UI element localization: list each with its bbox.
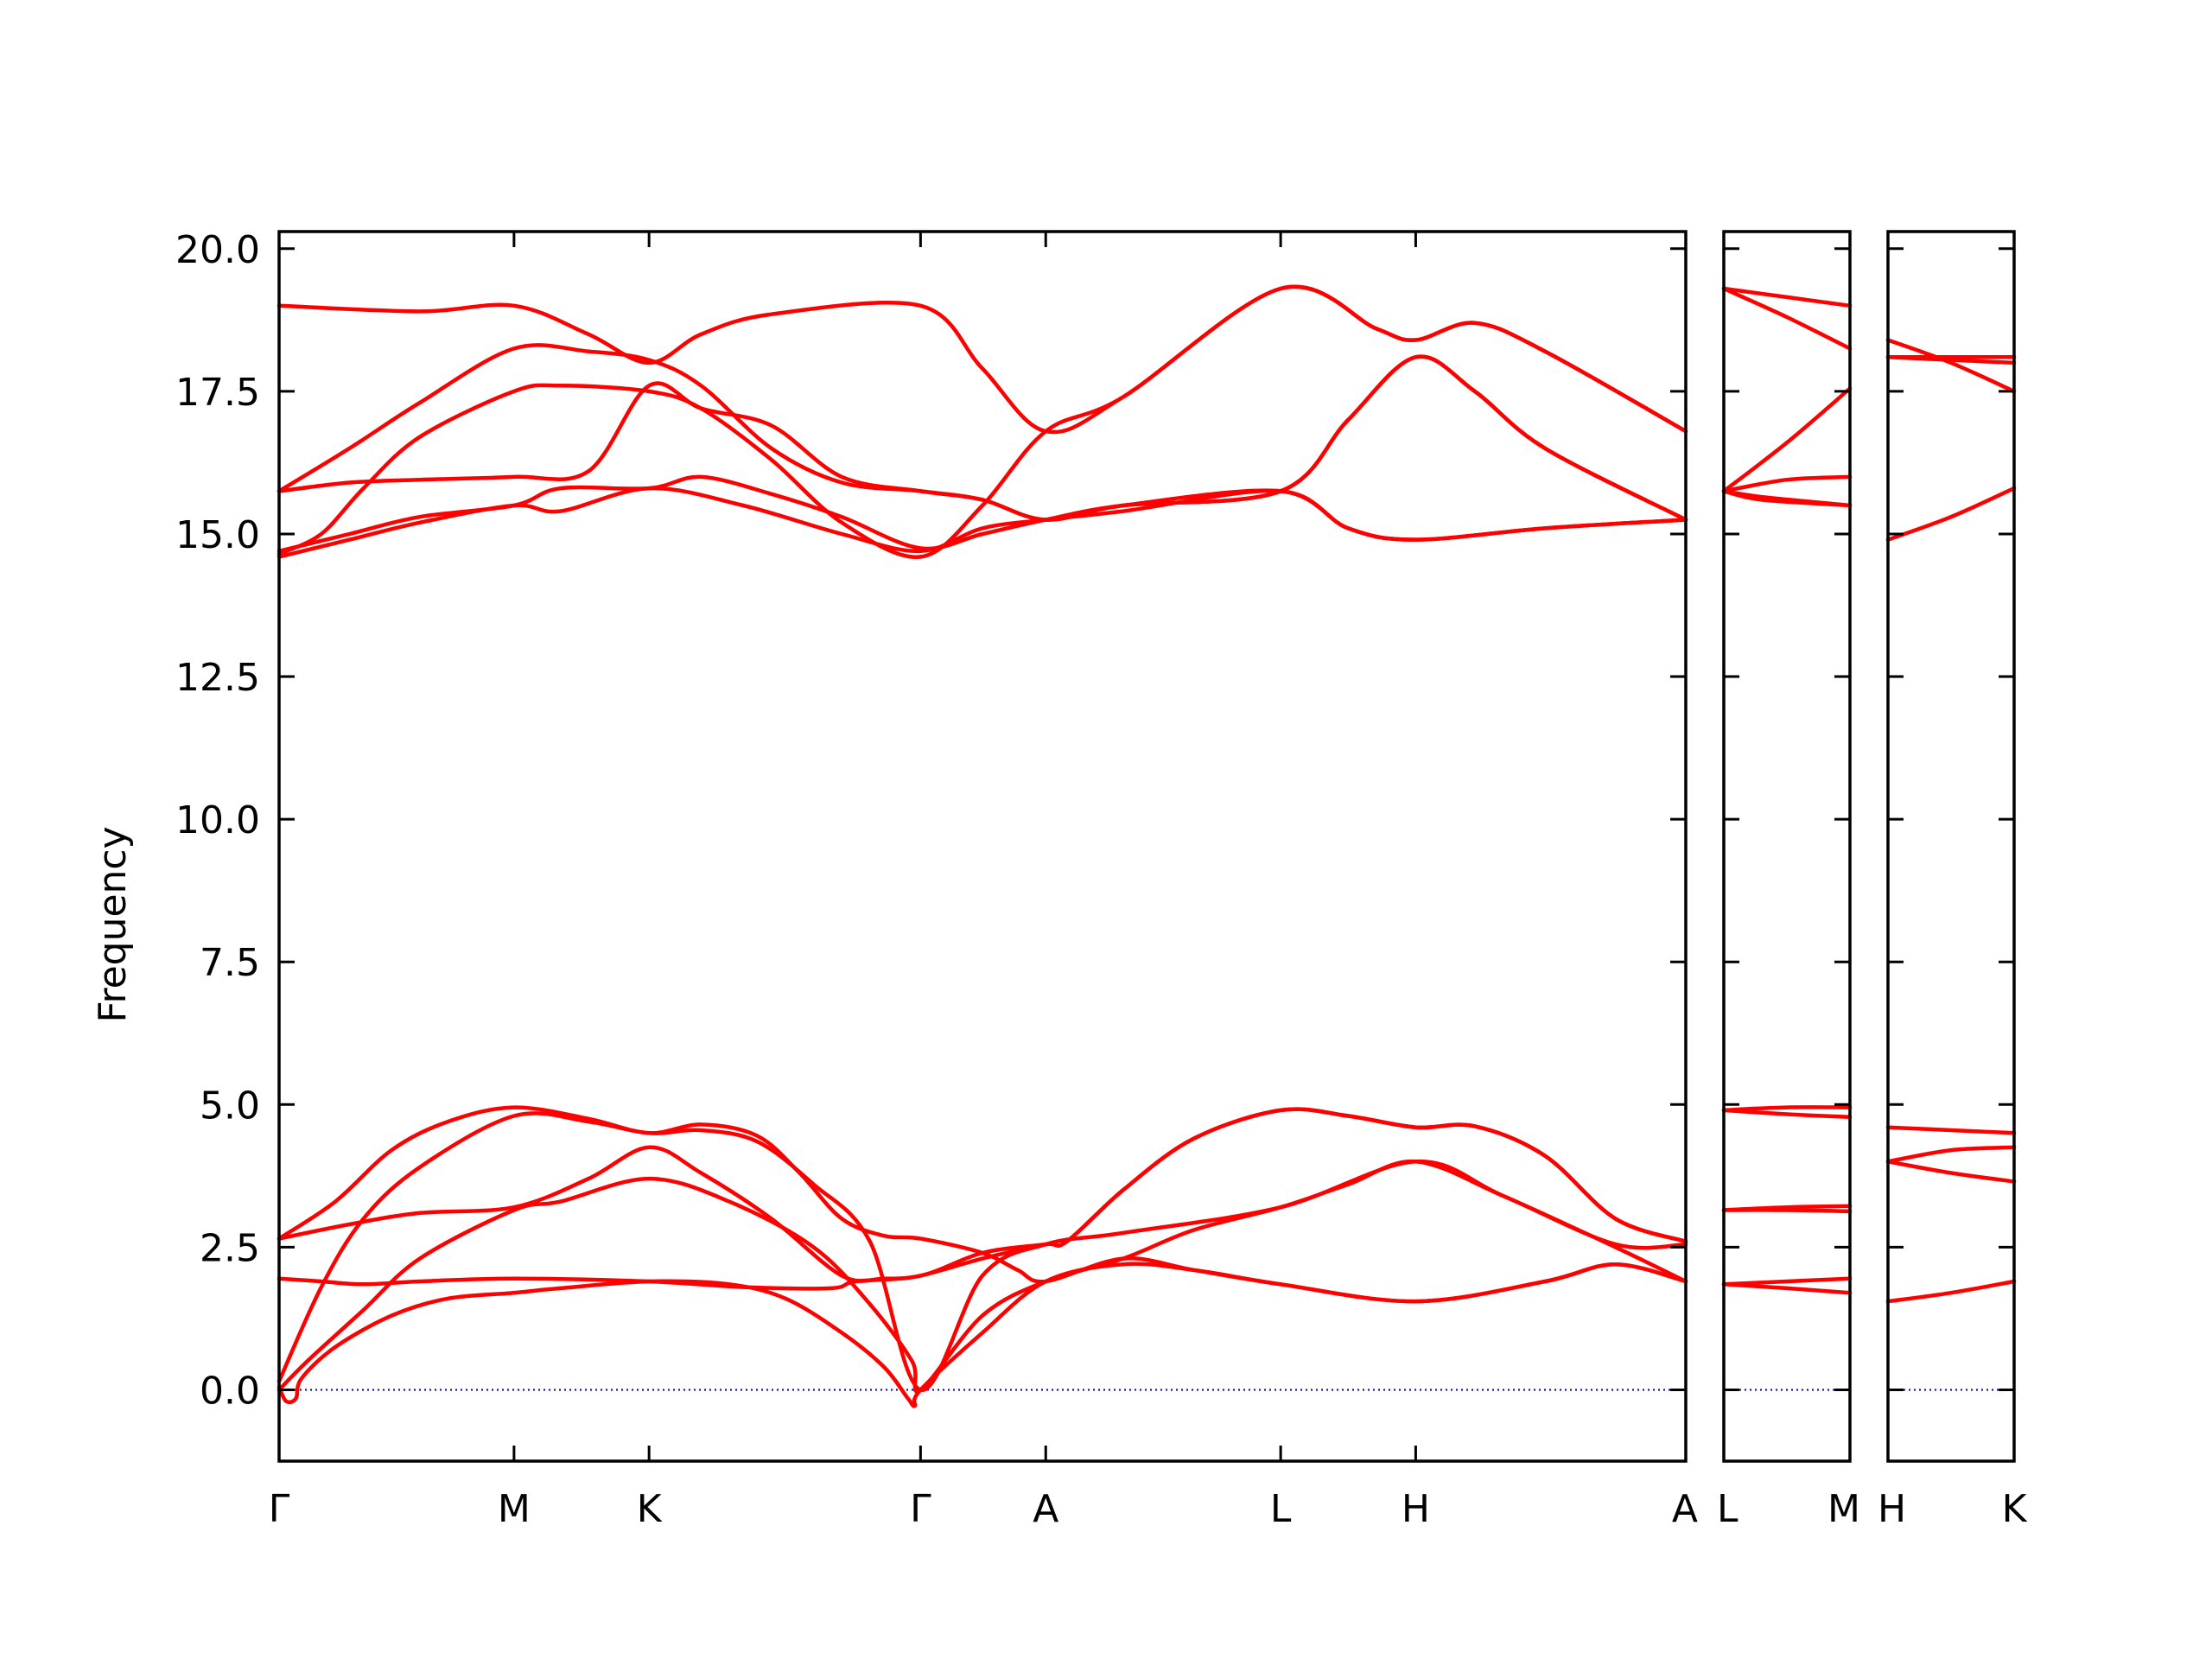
- band-line: [276, 284, 1688, 435]
- x-tick-label: M: [498, 1487, 531, 1531]
- x-tick-label: Γ: [269, 1487, 290, 1531]
- plot-frame: [1886, 230, 2016, 1463]
- band-line: [1885, 338, 2017, 394]
- y-tick-label: 15.0: [175, 513, 260, 557]
- band-line: [276, 474, 1688, 554]
- band-line: [1885, 486, 2017, 542]
- band-line: [276, 1262, 1688, 1408]
- y-tick-label: 20.0: [175, 228, 260, 272]
- band-line: [276, 1111, 1688, 1392]
- band-line: [1721, 1105, 1853, 1113]
- band-line: [1885, 1145, 2017, 1164]
- band-line: [276, 343, 1688, 522]
- plot-frame: [277, 230, 1688, 1463]
- band-line: [276, 284, 1688, 559]
- x-tick-label: A: [1672, 1487, 1698, 1531]
- band-line: [1721, 1276, 1853, 1287]
- band-line: [1721, 286, 1853, 308]
- band-line: [1885, 1279, 2017, 1304]
- x-tick-label: L: [1717, 1487, 1738, 1531]
- plot-frame: [1722, 230, 1852, 1463]
- band-line: [1721, 1204, 1853, 1212]
- y-tick-label: 17.5: [175, 371, 260, 415]
- x-tick-label: K: [2002, 1487, 2028, 1531]
- x-tick-label: H: [1402, 1487, 1430, 1531]
- band-line: [276, 1105, 1688, 1304]
- x-tick-label: H: [1878, 1487, 1906, 1531]
- x-tick-label: M: [1827, 1487, 1860, 1531]
- y-tick-label: 0.0: [200, 1369, 260, 1413]
- x-tick-label: A: [1033, 1487, 1058, 1531]
- band-line: [1721, 386, 1853, 493]
- band-line: [1721, 1108, 1853, 1120]
- band-line: [1721, 474, 1853, 493]
- x-tick-label: L: [1270, 1487, 1292, 1531]
- y-axis-label: Frequency: [91, 826, 135, 1022]
- x-tick-label: Γ: [910, 1487, 931, 1531]
- band-line: [276, 1107, 1688, 1291]
- band-line: [1885, 1160, 2017, 1184]
- y-tick-label: 12.5: [175, 656, 260, 700]
- band-line: [276, 354, 1688, 522]
- band-line: [1885, 1125, 2017, 1135]
- x-tick-label: K: [637, 1487, 663, 1531]
- band-line: [276, 1107, 1688, 1283]
- band-line: [1721, 286, 1853, 351]
- y-tick-label: 2.5: [200, 1226, 260, 1270]
- y-tick-label: 5.0: [200, 1084, 260, 1128]
- band-line: [1721, 1282, 1853, 1295]
- y-tick-label: 10.0: [175, 798, 260, 842]
- band-line: [1721, 489, 1853, 508]
- y-tick-label: 7.5: [200, 941, 260, 985]
